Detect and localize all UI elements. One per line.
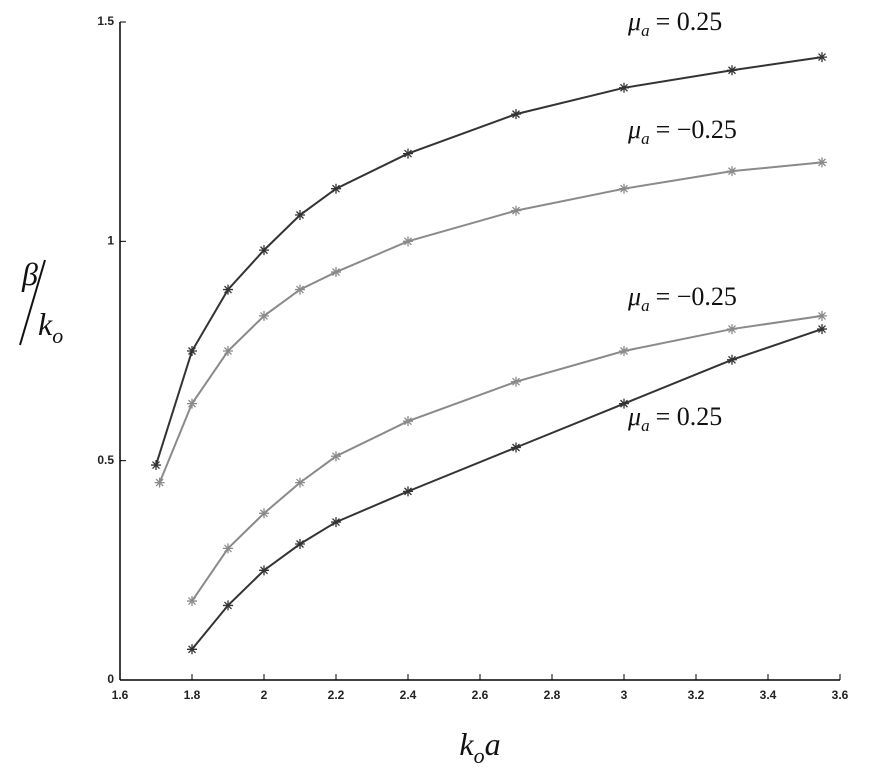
point-marker (295, 285, 305, 295)
x-tick-label: 3 (621, 688, 628, 702)
label-symbol: μ (627, 402, 641, 431)
point-marker (187, 644, 197, 654)
y-tick-label: 0 (107, 672, 114, 686)
point-marker (403, 149, 413, 159)
point-marker (727, 324, 737, 334)
x-label-sub: o (474, 743, 485, 768)
label-sub: a (641, 129, 650, 148)
x-label-symbol: k (459, 726, 474, 762)
y-label-denominator: ko (38, 306, 63, 348)
series-line (192, 329, 822, 649)
point-marker (331, 184, 341, 194)
x-tick-label: 1.6 (112, 688, 129, 702)
x-tick-label: 2.2 (328, 688, 345, 702)
label-text: = 0.25 (656, 402, 723, 431)
point-marker (259, 565, 269, 575)
point-marker (259, 508, 269, 518)
label-symbol: μ (627, 115, 641, 144)
label-sub: a (641, 21, 650, 40)
y-label-sub: o (52, 323, 63, 348)
y-tick-label: 1.5 (97, 14, 114, 28)
x-tick-label: 2 (261, 688, 268, 702)
label-text: = −0.25 (656, 115, 737, 144)
point-marker (619, 346, 629, 356)
point-marker (817, 311, 827, 321)
point-marker (151, 460, 161, 470)
label-sub: a (641, 416, 650, 435)
label-sub: a (641, 296, 650, 315)
y-tick-label: 0.5 (97, 453, 114, 467)
point-marker (295, 478, 305, 488)
point-marker (817, 324, 827, 334)
point-marker (403, 416, 413, 426)
point-marker (295, 539, 305, 549)
point-marker (619, 83, 629, 93)
y-tick-label: 1 (107, 234, 114, 248)
label-text: = −0.25 (656, 282, 737, 311)
point-marker (187, 399, 197, 409)
series-line (160, 162, 822, 482)
x-axis-label: koa (459, 726, 500, 768)
point-marker (511, 109, 521, 119)
point-marker (727, 166, 737, 176)
series-label: μa = 0.25 (627, 7, 722, 40)
x-tick-label: 3.4 (760, 688, 777, 702)
point-marker (223, 346, 233, 356)
point-marker (187, 596, 197, 606)
point-marker (619, 184, 629, 194)
series-label: μa = −0.25 (627, 115, 737, 148)
point-marker (511, 377, 521, 387)
point-marker (403, 236, 413, 246)
point-marker (403, 486, 413, 496)
chart: 00.511.51.61.822.22.42.62.833.23.43.6koa… (0, 0, 879, 770)
series-line (192, 316, 822, 601)
point-marker (817, 52, 827, 62)
point-marker (331, 267, 341, 277)
x-tick-label: 3.2 (688, 688, 705, 702)
point-marker (511, 443, 521, 453)
label-symbol: μ (627, 7, 641, 36)
series-label: μa = 0.25 (627, 402, 722, 435)
x-tick-label: 1.8 (184, 688, 201, 702)
point-marker (223, 543, 233, 553)
point-marker (511, 206, 521, 216)
label-symbol: μ (627, 282, 641, 311)
point-marker (187, 346, 197, 356)
point-marker (223, 600, 233, 610)
x-tick-label: 2.6 (472, 688, 489, 702)
point-marker (727, 355, 737, 365)
y-label-numerator: β (21, 256, 38, 292)
point-marker (259, 311, 269, 321)
point-marker (817, 157, 827, 167)
point-marker (331, 517, 341, 527)
point-marker (223, 285, 233, 295)
series-label: μa = −0.25 (627, 282, 737, 315)
x-tick-label: 2.4 (400, 688, 417, 702)
point-marker (727, 65, 737, 75)
point-marker (331, 451, 341, 461)
label-text: = 0.25 (656, 7, 723, 36)
point-marker (155, 478, 165, 488)
point-marker (295, 210, 305, 220)
point-marker (259, 245, 269, 255)
x-tick-label: 3.6 (832, 688, 849, 702)
x-label-text: a (485, 726, 501, 762)
y-label-symbol: k (38, 306, 53, 342)
x-tick-label: 2.8 (544, 688, 561, 702)
